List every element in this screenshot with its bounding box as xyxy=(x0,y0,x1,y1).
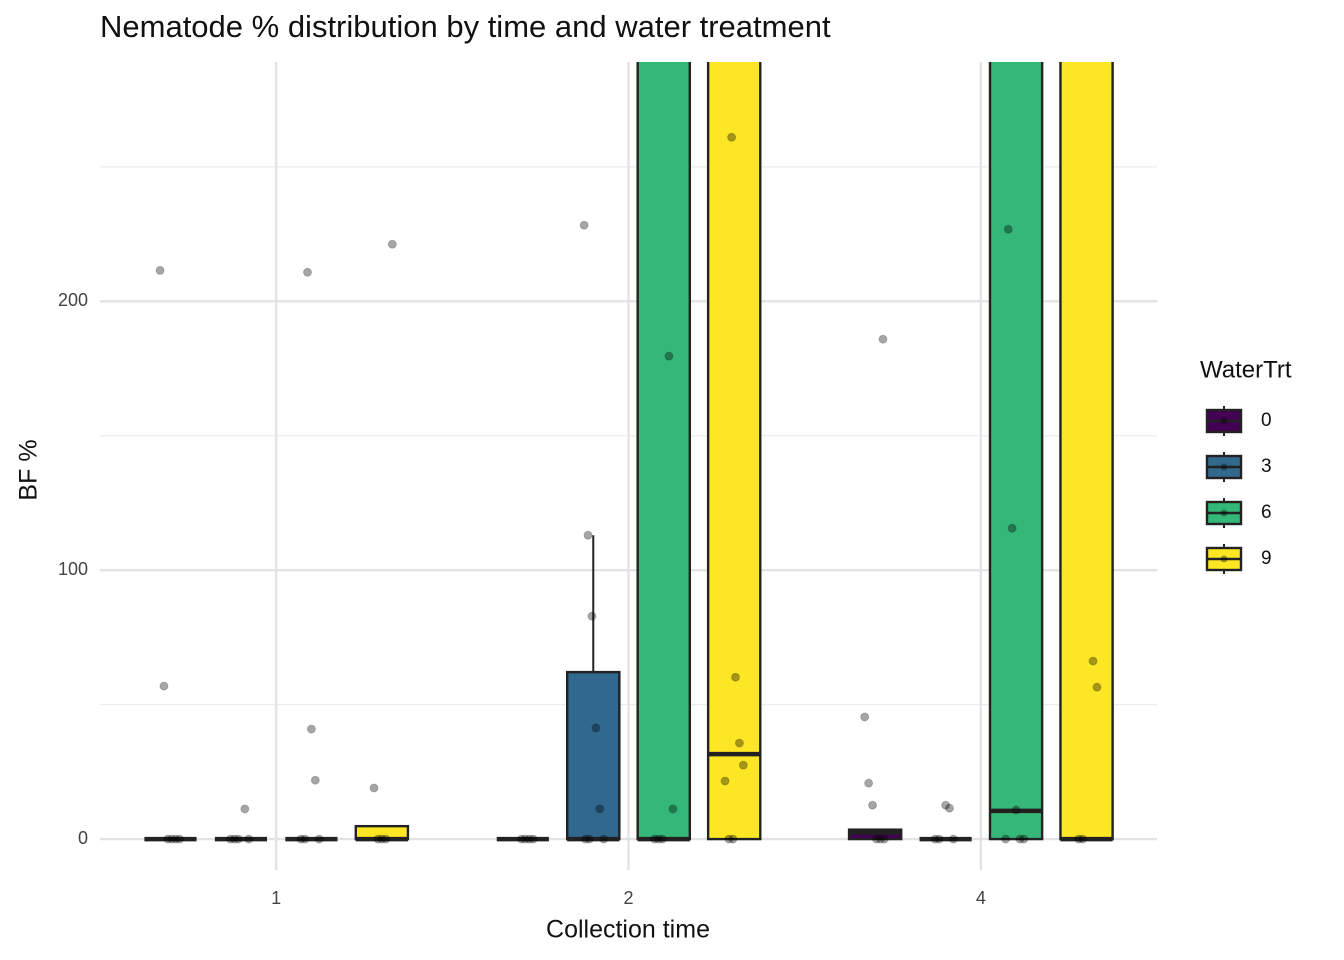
data-point xyxy=(159,681,169,691)
box xyxy=(1059,62,1114,841)
data-point xyxy=(528,834,538,844)
data-point xyxy=(373,834,383,844)
legend-point xyxy=(1220,509,1228,517)
legend-point xyxy=(1220,417,1228,425)
data-point xyxy=(738,760,748,770)
data-point xyxy=(580,834,590,844)
data-point xyxy=(1088,656,1098,666)
legend-label: 3 xyxy=(1261,456,1272,477)
data-point xyxy=(516,834,526,844)
chart-title: Nematode % distribution by time and wate… xyxy=(100,9,831,44)
data-point xyxy=(727,132,737,142)
legend-point xyxy=(1220,463,1228,471)
data-point xyxy=(1003,224,1013,234)
data-point xyxy=(377,834,387,844)
data-point xyxy=(387,239,397,249)
data-point xyxy=(1092,682,1102,692)
data-point xyxy=(579,220,589,230)
plot-area xyxy=(144,62,1114,844)
data-point xyxy=(524,834,534,844)
data-point xyxy=(591,723,601,733)
data-point xyxy=(664,351,674,361)
data-point xyxy=(1015,834,1025,844)
data-point xyxy=(930,834,940,844)
data-point xyxy=(381,834,391,844)
data-point xyxy=(875,834,885,844)
data-point xyxy=(720,776,730,786)
grid xyxy=(100,62,1157,870)
data-point xyxy=(650,834,660,844)
data-point xyxy=(879,834,889,844)
data-point xyxy=(948,834,958,844)
x-tick-label: 4 xyxy=(976,888,986,908)
data-point xyxy=(734,738,744,748)
data-point xyxy=(244,834,254,844)
data-point xyxy=(155,265,165,275)
data-point xyxy=(945,803,955,813)
data-point xyxy=(1019,834,1029,844)
data-point xyxy=(584,834,594,844)
data-point xyxy=(1074,834,1084,844)
data-point xyxy=(296,834,306,844)
data-point xyxy=(314,834,324,844)
data-point xyxy=(599,834,609,844)
data-point xyxy=(871,834,881,844)
data-point xyxy=(520,834,530,844)
data-point xyxy=(175,834,185,844)
data-point xyxy=(864,778,874,788)
data-point xyxy=(310,775,320,785)
x-tick-label: 2 xyxy=(623,888,633,908)
data-point xyxy=(226,834,236,844)
x-axis-title: Collection time xyxy=(546,916,710,944)
data-point xyxy=(1007,523,1017,533)
data-point xyxy=(860,712,870,722)
legend-point xyxy=(1220,555,1228,563)
y-tick-label: 200 xyxy=(58,290,88,310)
data-point xyxy=(868,800,878,810)
data-point xyxy=(724,834,734,844)
data-point xyxy=(878,334,888,344)
data-point xyxy=(668,804,678,814)
data-point xyxy=(657,834,667,844)
data-point xyxy=(300,834,310,844)
legend-label: 9 xyxy=(1261,548,1272,569)
data-point xyxy=(731,672,741,682)
data-point xyxy=(167,834,177,844)
data-point xyxy=(583,530,593,540)
data-point xyxy=(595,804,605,814)
data-point xyxy=(934,834,944,844)
data-point xyxy=(229,834,239,844)
data-point xyxy=(240,804,250,814)
box xyxy=(988,62,1044,841)
data-point xyxy=(163,834,173,844)
data-point xyxy=(587,611,597,621)
y-tick-label: 100 xyxy=(58,559,88,579)
data-point xyxy=(1001,834,1011,844)
legend-label: 0 xyxy=(1261,410,1272,431)
data-point xyxy=(654,834,664,844)
data-point xyxy=(171,834,181,844)
box xyxy=(706,62,762,841)
legend-label: 6 xyxy=(1261,502,1272,523)
legend: 0 3 6 9 xyxy=(1205,406,1272,574)
data-point xyxy=(233,834,243,844)
data-point xyxy=(1078,834,1088,844)
y-axis-title: BF % xyxy=(15,439,43,500)
data-point xyxy=(941,800,951,810)
box xyxy=(565,670,621,841)
x-tick-label: 1 xyxy=(271,888,281,908)
y-tick-label: 0 xyxy=(78,828,88,848)
data-point xyxy=(1011,805,1021,815)
data-point xyxy=(728,834,738,844)
data-point xyxy=(369,783,379,793)
data-point xyxy=(302,267,312,277)
data-point xyxy=(306,724,316,734)
box xyxy=(636,62,692,841)
legend-title: WaterTrt xyxy=(1200,356,1292,383)
